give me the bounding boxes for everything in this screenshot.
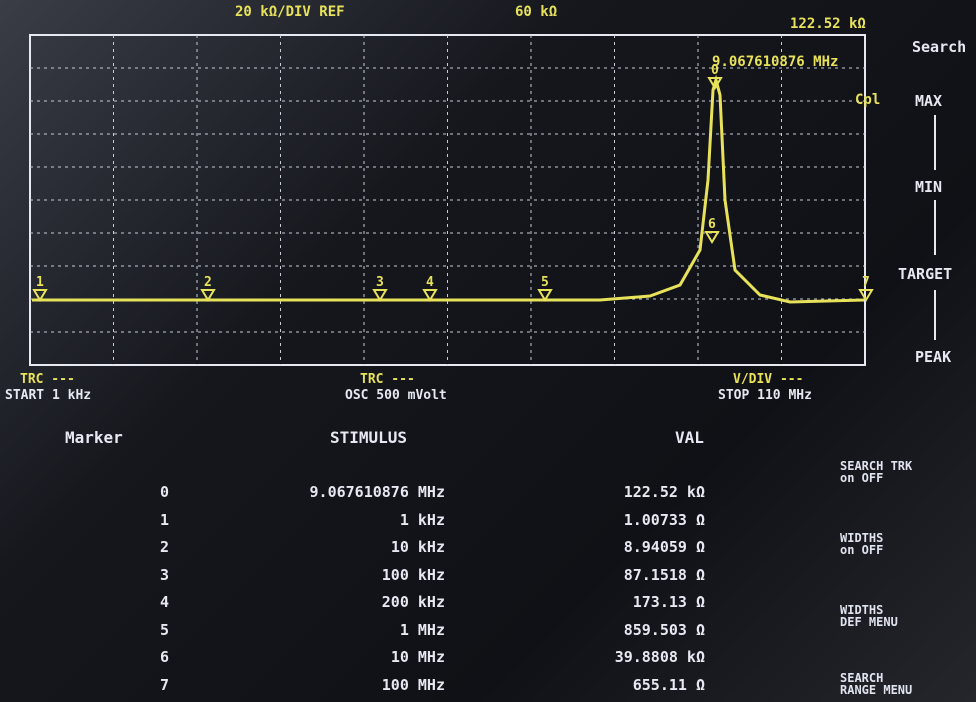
value: 87.1518 Ω: [623, 565, 705, 584]
marker-id: 2: [160, 538, 170, 556]
marker-triangle: [372, 289, 388, 302]
graticule: [30, 35, 865, 365]
marker-triangle: [707, 77, 723, 90]
marker-triangle: [200, 289, 216, 302]
search-option[interactable]: MAX: [915, 92, 943, 110]
marker-label: 3: [376, 275, 384, 290]
coupling: Cpl: [855, 92, 881, 108]
value: 8.94059 Ω: [623, 538, 705, 556]
search-option[interactable]: TARGET: [898, 265, 953, 283]
marker-id: 3: [160, 565, 170, 584]
marker-id: 0: [160, 483, 170, 501]
marker-id: 5: [160, 620, 170, 639]
value: 122.52 kΩ: [623, 483, 705, 501]
reference-value: 122.52 kΩ: [790, 16, 866, 32]
softkey[interactable]: DEF MENU: [840, 615, 898, 629]
search-option[interactable]: PEAK: [915, 348, 952, 366]
stimulus: 100 kHz: [381, 565, 445, 584]
stimulus: 200 kHz: [381, 593, 445, 611]
marker-triangle: [32, 289, 48, 302]
value: 39.8808 kΩ: [614, 648, 705, 666]
marker-label: 4: [426, 275, 434, 290]
footer-left: TRC ---: [20, 372, 75, 387]
value: 1.00733 Ω: [623, 510, 705, 529]
marker-label: 1: [36, 275, 44, 290]
footer-right: V/DIV ---: [733, 372, 804, 387]
search-option[interactable]: MIN: [915, 178, 943, 196]
footer-left: START 1 kHz: [5, 388, 92, 403]
scale: 20 kΩ/DIV REF: [235, 4, 345, 20]
footer-middle: OSC 500 mVolt: [345, 388, 447, 403]
softkey[interactable]: WIDTHS: [840, 531, 884, 545]
stimulus: 10 MHz: [390, 648, 445, 666]
marker-id: 1: [160, 510, 170, 529]
trace: [32, 74, 865, 304]
softkey[interactable]: SEARCH TRK: [840, 459, 913, 473]
footer-middle: TRC ---: [360, 372, 415, 387]
marker-triangle: [422, 289, 438, 302]
marker-readout: 9.067610876 MHz: [712, 54, 839, 70]
marker-label: 2: [204, 275, 212, 290]
value: 655.11 Ω: [632, 675, 705, 694]
marker-label: 6: [708, 217, 716, 232]
value: 173.13 Ω: [632, 593, 705, 611]
marker-label: 5: [541, 275, 549, 290]
stimulus: 1 kHz: [399, 510, 445, 529]
softkey[interactable]: WIDTHS: [840, 603, 884, 617]
column-header: Marker: [65, 428, 123, 447]
marker-label: 7: [862, 275, 870, 290]
footer-right: STOP 110 MHz: [718, 388, 812, 403]
softkey[interactable]: on OFF: [840, 471, 884, 485]
search-title: Search: [912, 38, 967, 56]
column-header: VAL: [675, 428, 704, 447]
marker-id: 4: [160, 593, 170, 611]
reference: 60 kΩ: [515, 4, 558, 20]
stimulus: 1 MHz: [399, 620, 445, 639]
stimulus: 9.067610876 MHz: [309, 483, 445, 501]
marker-label: 0: [711, 63, 719, 78]
softkey[interactable]: on OFF: [840, 543, 884, 557]
value: 859.503 Ω: [623, 620, 705, 639]
softkey[interactable]: SEARCH: [840, 671, 884, 685]
softkey[interactable]: RANGE MENU: [840, 683, 913, 697]
marker-id: 6: [160, 648, 170, 666]
marker-id: 7: [160, 675, 170, 694]
stimulus: 100 MHz: [381, 675, 445, 694]
marker-triangle: [704, 231, 720, 244]
column-header: STIMULUS: [330, 428, 408, 447]
marker-triangle: [858, 289, 874, 302]
marker-triangle: [537, 289, 553, 302]
stimulus: 10 kHz: [390, 538, 445, 556]
markers: 0 1 2 3 4 5 6 7: [32, 63, 874, 302]
